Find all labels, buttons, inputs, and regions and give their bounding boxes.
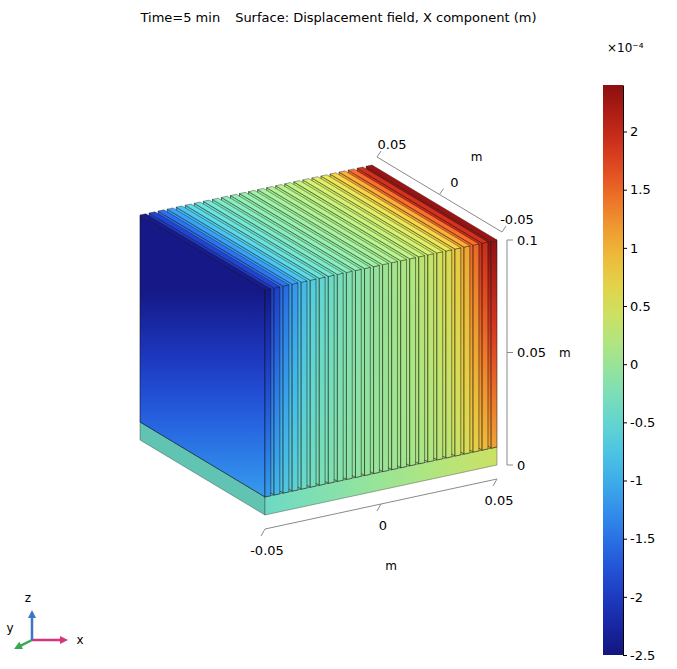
triad-arrowhead [60,636,68,644]
colorbar-tick-mark [623,190,627,191]
fin-front [410,258,416,466]
colorbar-tick-mark [623,481,627,482]
fin-front [491,240,497,448]
colorbar-tick-mark [623,539,627,540]
fin-front [292,283,298,491]
fin-front [355,269,361,477]
y-tick-label: 0.05 [378,137,407,152]
colorbar-tick: -1.5 [623,531,655,546]
z-tick [507,465,513,466]
colorbar-axis-line [623,86,624,656]
subtitle: Surface: Displacement field, X component… [235,10,536,25]
triad-arrowhead [28,610,36,618]
colorbar-tick-label: -0.5 [630,415,655,430]
colorbar-tick: 1.5 [623,182,651,197]
z-tick [507,240,513,241]
fin-front [482,242,488,450]
colorbar-tick-label: 2 [630,124,638,139]
fin-side [140,215,265,497]
x-tick [493,479,497,486]
colorbar-tick: 2 [623,124,638,139]
title: Time=5 min [140,10,221,25]
colorbar-tick-mark [623,248,627,249]
fin-front [392,261,398,469]
colorbar-tick: 0 [623,357,638,372]
colorbar-label: ×10⁻⁴ [607,41,644,55]
z-tick-label: 0.1 [517,233,538,248]
colorbar-tick-mark [623,306,627,307]
colorbar-tick-mark [623,132,627,133]
triad-label: z [25,591,31,605]
colorbar-tick: 1 [623,241,638,256]
colorbar-tick-mark [623,655,627,656]
triad-label: x [76,633,83,647]
fin-front [464,246,470,454]
x-tick [261,529,265,536]
colorbar-tick: -2.5 [623,648,655,663]
triad: x y z [6,591,83,649]
fin-front [310,279,316,487]
y-axis-title: m [471,150,483,164]
z-tick [507,352,513,353]
fin-front [428,254,434,462]
y-tick-label: -0.05 [500,212,534,227]
axes: -0.0500.05m-0.0500.05m00.050.1m [250,137,571,573]
triad-arrow [32,639,62,642]
fin-front [401,260,407,468]
colorbar-tick: -0.5 [623,415,655,430]
fin-front [274,287,280,495]
plot-area [140,165,497,515]
fin-front [419,256,425,464]
triad-arrowhead [14,642,23,649]
colorbar-tick-label: 1.5 [630,182,651,197]
colorbar-tick: -2 [623,589,643,604]
triad-arrow [19,640,32,646]
fin-front [337,273,343,481]
z-axis-title: m [559,346,571,360]
fin-front [383,263,389,471]
chart-root: -0.0500.05m-0.0500.05m00.050.1m-2.5-2-1.… [0,0,677,669]
y-tick [440,189,444,195]
colorbar-tick-label: 0 [630,357,638,372]
fin-front [473,244,479,452]
z-tick-label: 0.05 [517,345,546,360]
colorbar-tick-label: -2.5 [630,648,655,663]
fin-front [328,275,334,483]
fin-front [437,252,443,460]
colorbar [603,85,623,655]
colorbar-tick-mark [623,364,627,365]
colorbar-tick: -1 [623,473,643,488]
fin-front [265,289,271,497]
fin-front [365,267,371,475]
x-tick-label: -0.05 [250,543,284,558]
fin-front [446,250,452,458]
y-axis-line [377,157,502,232]
x-axis-title: m [385,559,397,573]
triad-arrow [31,616,34,640]
fin-front [283,285,289,493]
x-tick-label: 0 [379,518,387,533]
z-tick-label: 0 [517,458,525,473]
fin-front [346,271,352,479]
fin-front [455,248,461,456]
title-group: Time=5 min Surface: Displacement field, X… [140,10,537,25]
x-tick [377,504,381,511]
y-tick-label: 0 [450,175,458,190]
colorbar-tick-label: 0.5 [630,299,651,314]
colorbar-tick-label: 1 [630,241,638,256]
fin-front [301,281,307,489]
colorbar-tick-label: -1 [630,473,643,488]
fin-front [374,265,380,473]
triad-label: y [6,621,13,635]
colorbar-tick-label: -1.5 [630,531,655,546]
fin-front [319,277,325,485]
colorbar-tick: 0.5 [623,299,651,314]
colorbar-tick-mark [623,597,627,598]
fin-top [140,214,271,290]
colorbar-tick-mark [623,422,627,423]
x-tick-label: 0.05 [485,493,514,508]
colorbar-tick-label: -2 [630,589,643,604]
colorbar-axis: -2.5 -2 -1.5 -1 -0.5 0 0.5 1 1.5 2 [623,86,655,663]
